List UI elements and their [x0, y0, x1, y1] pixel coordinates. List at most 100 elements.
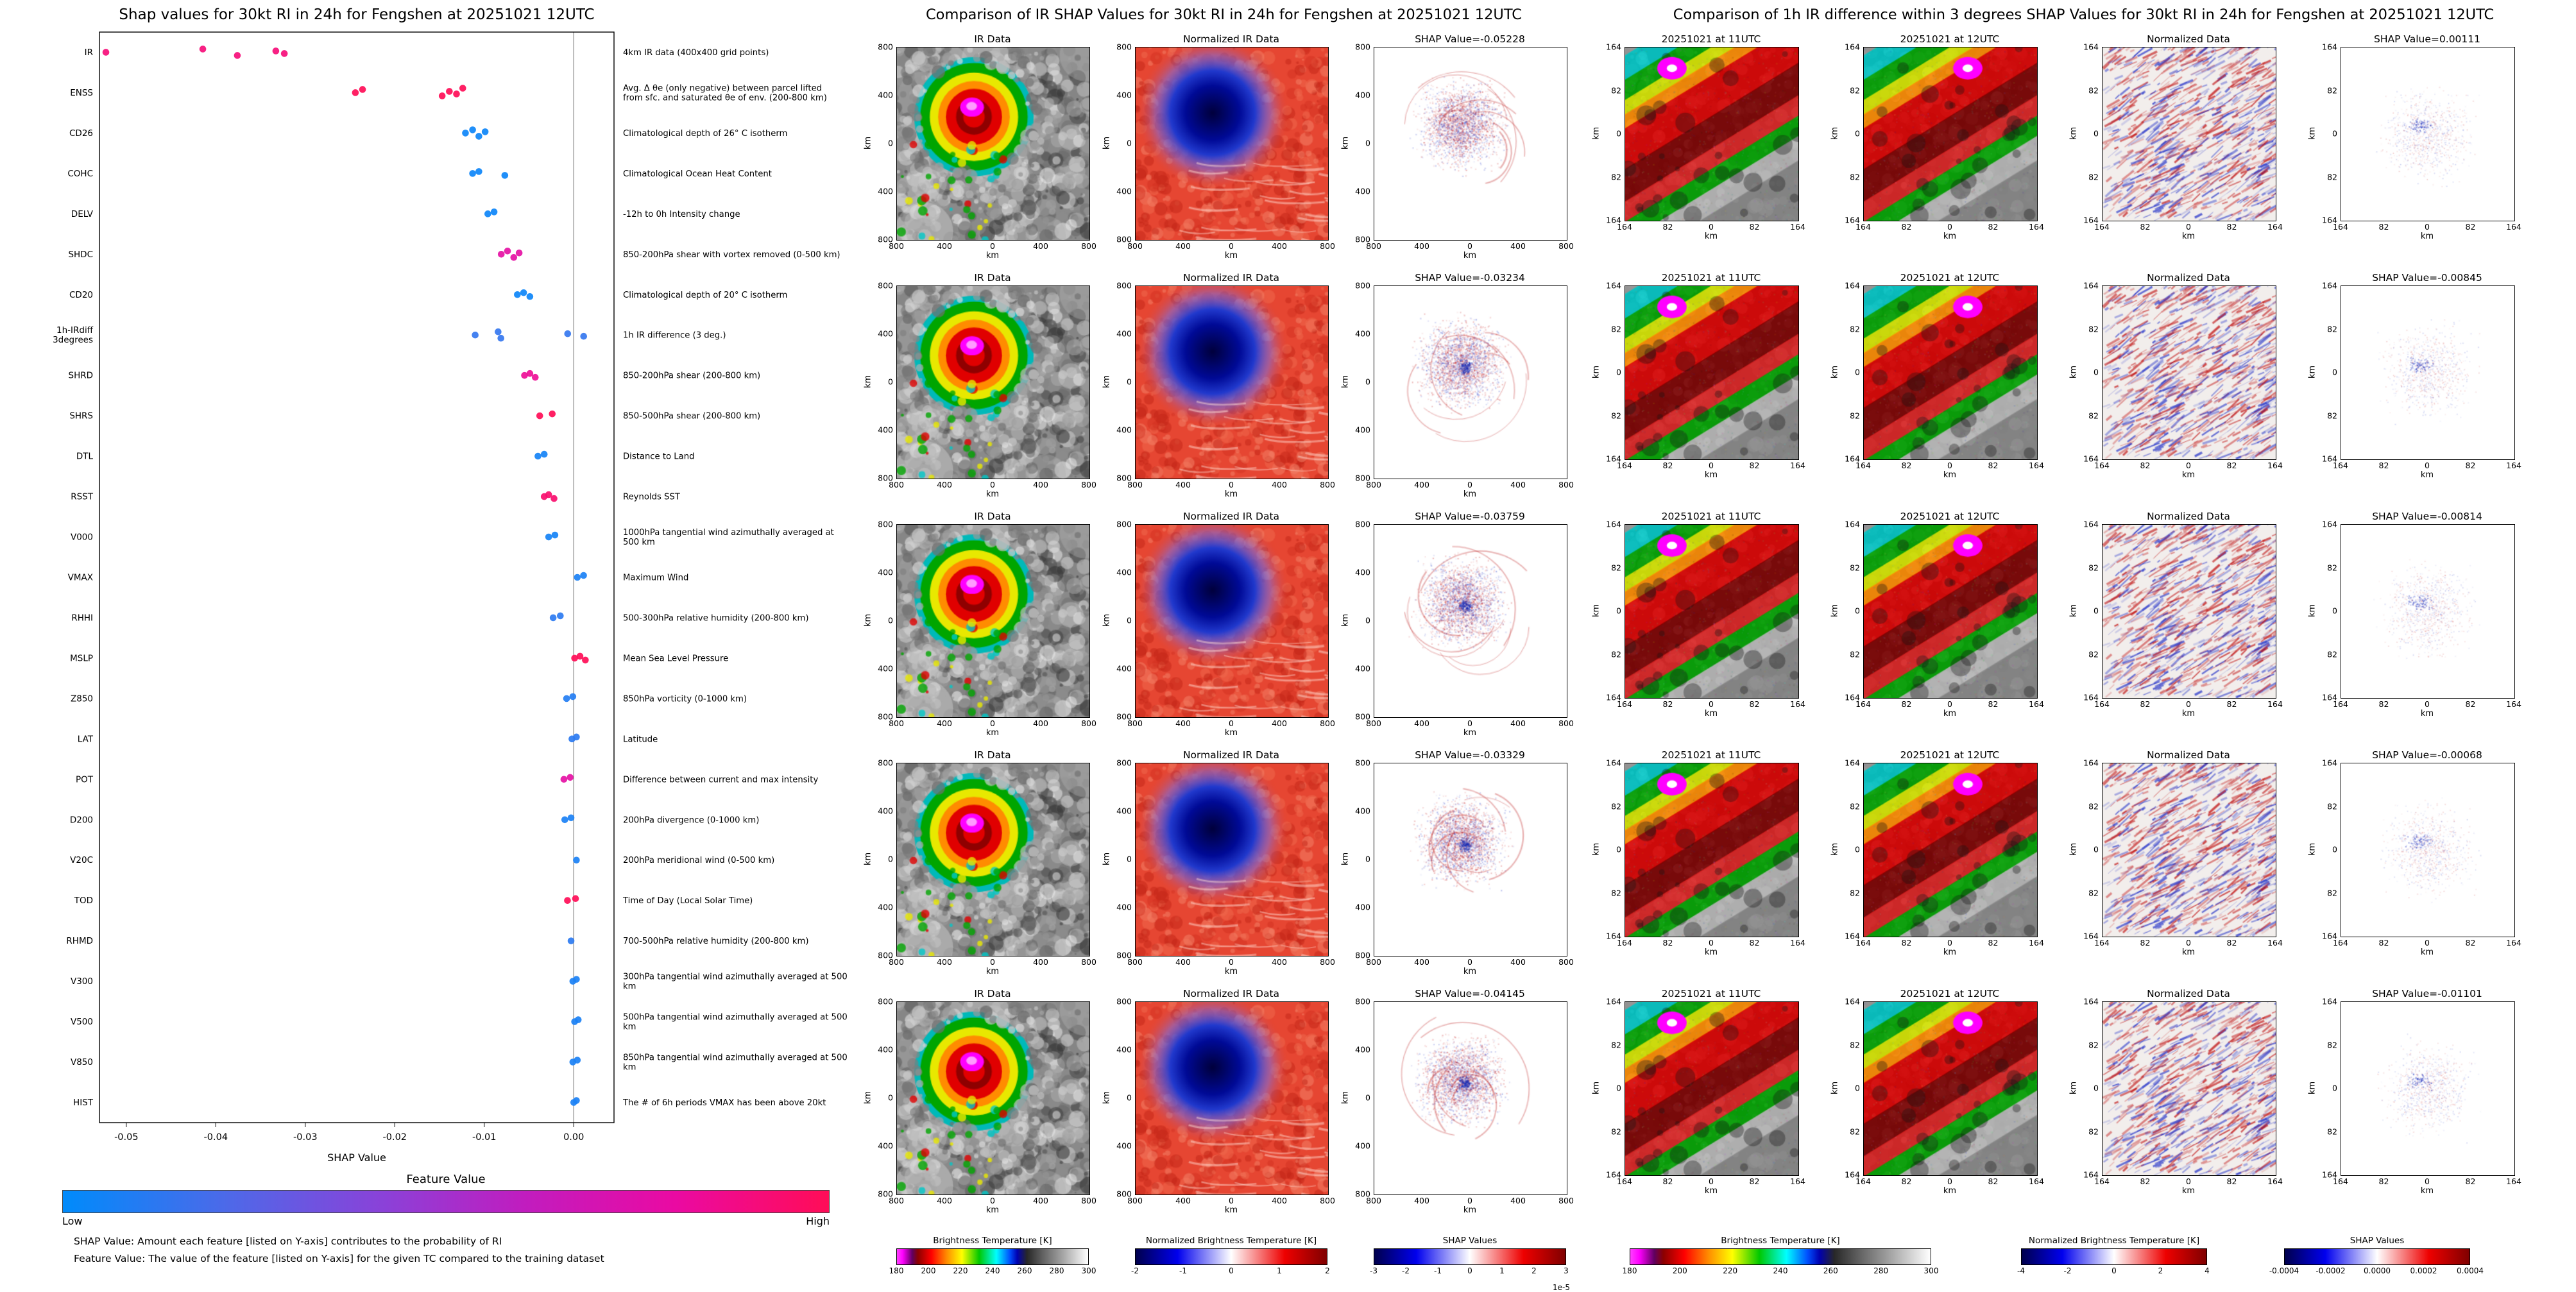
y-tick-label: 164	[1845, 931, 1860, 941]
x-tick-label: 82	[2465, 222, 2476, 232]
x-tick-label: 400	[1033, 241, 1048, 251]
subplot-cell: SHAP Value=0.00111 km 164 82 0 82 164 164 82 0 82 1…	[2307, 33, 2546, 272]
plot-border	[99, 31, 615, 1123]
shap-point	[102, 49, 110, 56]
subplot-body: km 164 82 0 82 164	[1591, 997, 1830, 1180]
x-tick-label: 0	[1229, 1196, 1234, 1205]
x-tick-label: 82	[1749, 1177, 1760, 1186]
x-tick-label: 82	[2465, 461, 2476, 470]
shap-point	[582, 656, 589, 664]
shap-point	[520, 289, 527, 296]
y-tick-label: 164	[1606, 215, 1621, 225]
x-tick-label: 164	[2333, 938, 2348, 948]
x-tick-label: 800	[889, 480, 904, 489]
y-axis-label: km	[2068, 842, 2079, 856]
subplot-title: Normalized Data	[2147, 33, 2230, 45]
x-axis-label: km	[1463, 728, 1477, 738]
subplot-body: km 164 82 0 82 164	[1591, 281, 1830, 464]
x-tick-label: 82	[1901, 1177, 1912, 1186]
x-tick-label: 164	[1617, 938, 1632, 948]
x-tick-label: 0	[2425, 938, 2430, 948]
x-tick-label: 0	[1709, 699, 1714, 709]
subplot-body: km 800 400 0 400 800	[1102, 997, 1340, 1199]
x-axis-ticks: 800 400 0 400 800	[1366, 479, 1574, 489]
y-axis-ticks: 800 400 0 400 800	[1351, 758, 1374, 960]
x-tick-label: 164	[2029, 1177, 2044, 1186]
y-tick-label: 0	[1855, 128, 1860, 139]
y-axis-label: km	[863, 136, 873, 150]
y-tick-label: 400	[1116, 425, 1132, 435]
colorbar-gradient	[896, 1248, 1089, 1265]
subplot-title: Normalized Data	[2147, 511, 2230, 522]
x-tick-label: 0	[1709, 938, 1714, 948]
y-tick-label: 800	[1116, 996, 1132, 1007]
y-axis-ticks: 800 400 0 400 800	[1112, 281, 1135, 483]
y-tick-label: 0	[1127, 1092, 1132, 1103]
x-tick-label: 0	[1467, 241, 1472, 251]
y-tick-label: 0	[2332, 367, 2337, 377]
colorbar-label: SHAP Values	[2350, 1236, 2405, 1246]
y-tick-label: 164	[1845, 42, 1860, 52]
y-tick-label: 82	[1611, 1126, 1621, 1136]
x-axis-ticks: 164 82 0 82 164	[1617, 221, 1805, 232]
y-tick-label: 800	[1116, 519, 1132, 529]
x-tick-label: 400	[1175, 1196, 1191, 1205]
x-axis-label: km	[1224, 1205, 1238, 1215]
x-tick-label: 164	[1790, 699, 1805, 709]
subplot-title: 20251021 at 12UTC	[1900, 749, 2000, 761]
subplot-image-zoom_shap	[2341, 285, 2515, 460]
feature-description: Latitude	[623, 735, 658, 744]
x-axis-ticks: 800 400 0 400 800	[889, 479, 1096, 489]
x-tick-label: 400	[937, 718, 952, 728]
x-tick-label: 82	[1749, 699, 1760, 709]
x-tick-label: 0	[1709, 461, 1714, 470]
y-axis-label: km	[1830, 1081, 1840, 1095]
y-tick-label: 400	[1355, 186, 1370, 196]
x-tick-label: 0	[2425, 1177, 2430, 1186]
colorbar-tick-label: 280	[1049, 1266, 1064, 1275]
x-tick-label: 82	[2140, 699, 2151, 709]
subplot-body: km 164 82 0 82 164	[2068, 281, 2307, 464]
subplot-cell: IR Data km 800 400 0 400 800 800 400 0 400 800 km	[863, 33, 1102, 272]
subplot-title: SHAP Value=-0.00068	[2372, 749, 2482, 761]
y-tick-label: 82	[2088, 888, 2099, 897]
x-axis-label: km	[2420, 470, 2434, 480]
subplot-title: SHAP Value=-0.03234	[1415, 272, 1525, 284]
colorbar-tick-label: 0	[1229, 1266, 1234, 1275]
x-tick-label: 400	[1414, 241, 1429, 251]
y-tick-label: 800	[1355, 473, 1370, 483]
y-tick-label: 164	[1606, 1169, 1621, 1180]
feature-description: 850-500hPa shear (200-800 km)	[623, 412, 760, 421]
y-tick-label: 164	[2322, 280, 2337, 291]
shap-point	[571, 654, 578, 662]
colorbar-tick-label: 0.0000	[2364, 1266, 2391, 1275]
x-tick-label: 0	[1229, 957, 1234, 967]
shap-point	[514, 291, 521, 298]
x-tick-label: 0	[1947, 461, 1952, 470]
x-axis-label: km	[1704, 709, 1718, 718]
y-tick-label: 800	[1116, 1189, 1132, 1199]
x-axis-ticks: 164 82 0 82 164	[2094, 221, 2283, 232]
y-tick-label: 82	[1611, 172, 1621, 182]
y-tick-label: 82	[2088, 649, 2099, 659]
y-tick-label: 164	[2322, 758, 2337, 768]
subplot-title: 20251021 at 12UTC	[1900, 33, 2000, 45]
y-axis-ticks: 164 82 0 82 164	[1840, 997, 1863, 1180]
x-tick-label: 82	[2465, 938, 2476, 948]
colorbar-tick-label: -2	[1402, 1266, 1410, 1275]
x-tick-label: 0	[1229, 480, 1234, 489]
ir-shap-panel-title: Comparison of IR SHAP Values for 30kt RI…	[925, 6, 1523, 23]
subplot-image-norm_ir	[1135, 285, 1329, 479]
colorbar-tick-label: 2	[1531, 1266, 1537, 1275]
y-tick-label: 0	[1616, 367, 1621, 377]
subplot-title: 20251021 at 12UTC	[1900, 988, 2000, 999]
y-tick-label: 0	[2094, 367, 2099, 377]
y-axis-ticks: 800 400 0 400 800	[1351, 281, 1374, 483]
subplot-title: IR Data	[974, 511, 1011, 522]
subplot-cell: SHAP Value=-0.00068 km 164 82 0 82 164 164 82 0 82…	[2307, 749, 2546, 988]
feature-label: RHMD	[66, 936, 93, 946]
subplot-cell: IR Data km 800 400 0 400 800 800 400 0 400 800 km	[863, 272, 1102, 511]
x-tick-label: 82	[2378, 1177, 2389, 1186]
irdiff-shap-grid: 20251021 at 11UTC km 164 82 0 82 164 164 82 0 82 16…	[1591, 33, 2546, 1227]
subplot-cell: Normalized Data km 164 82 0 82 164 164 82 0 82 164 k…	[2068, 33, 2307, 272]
